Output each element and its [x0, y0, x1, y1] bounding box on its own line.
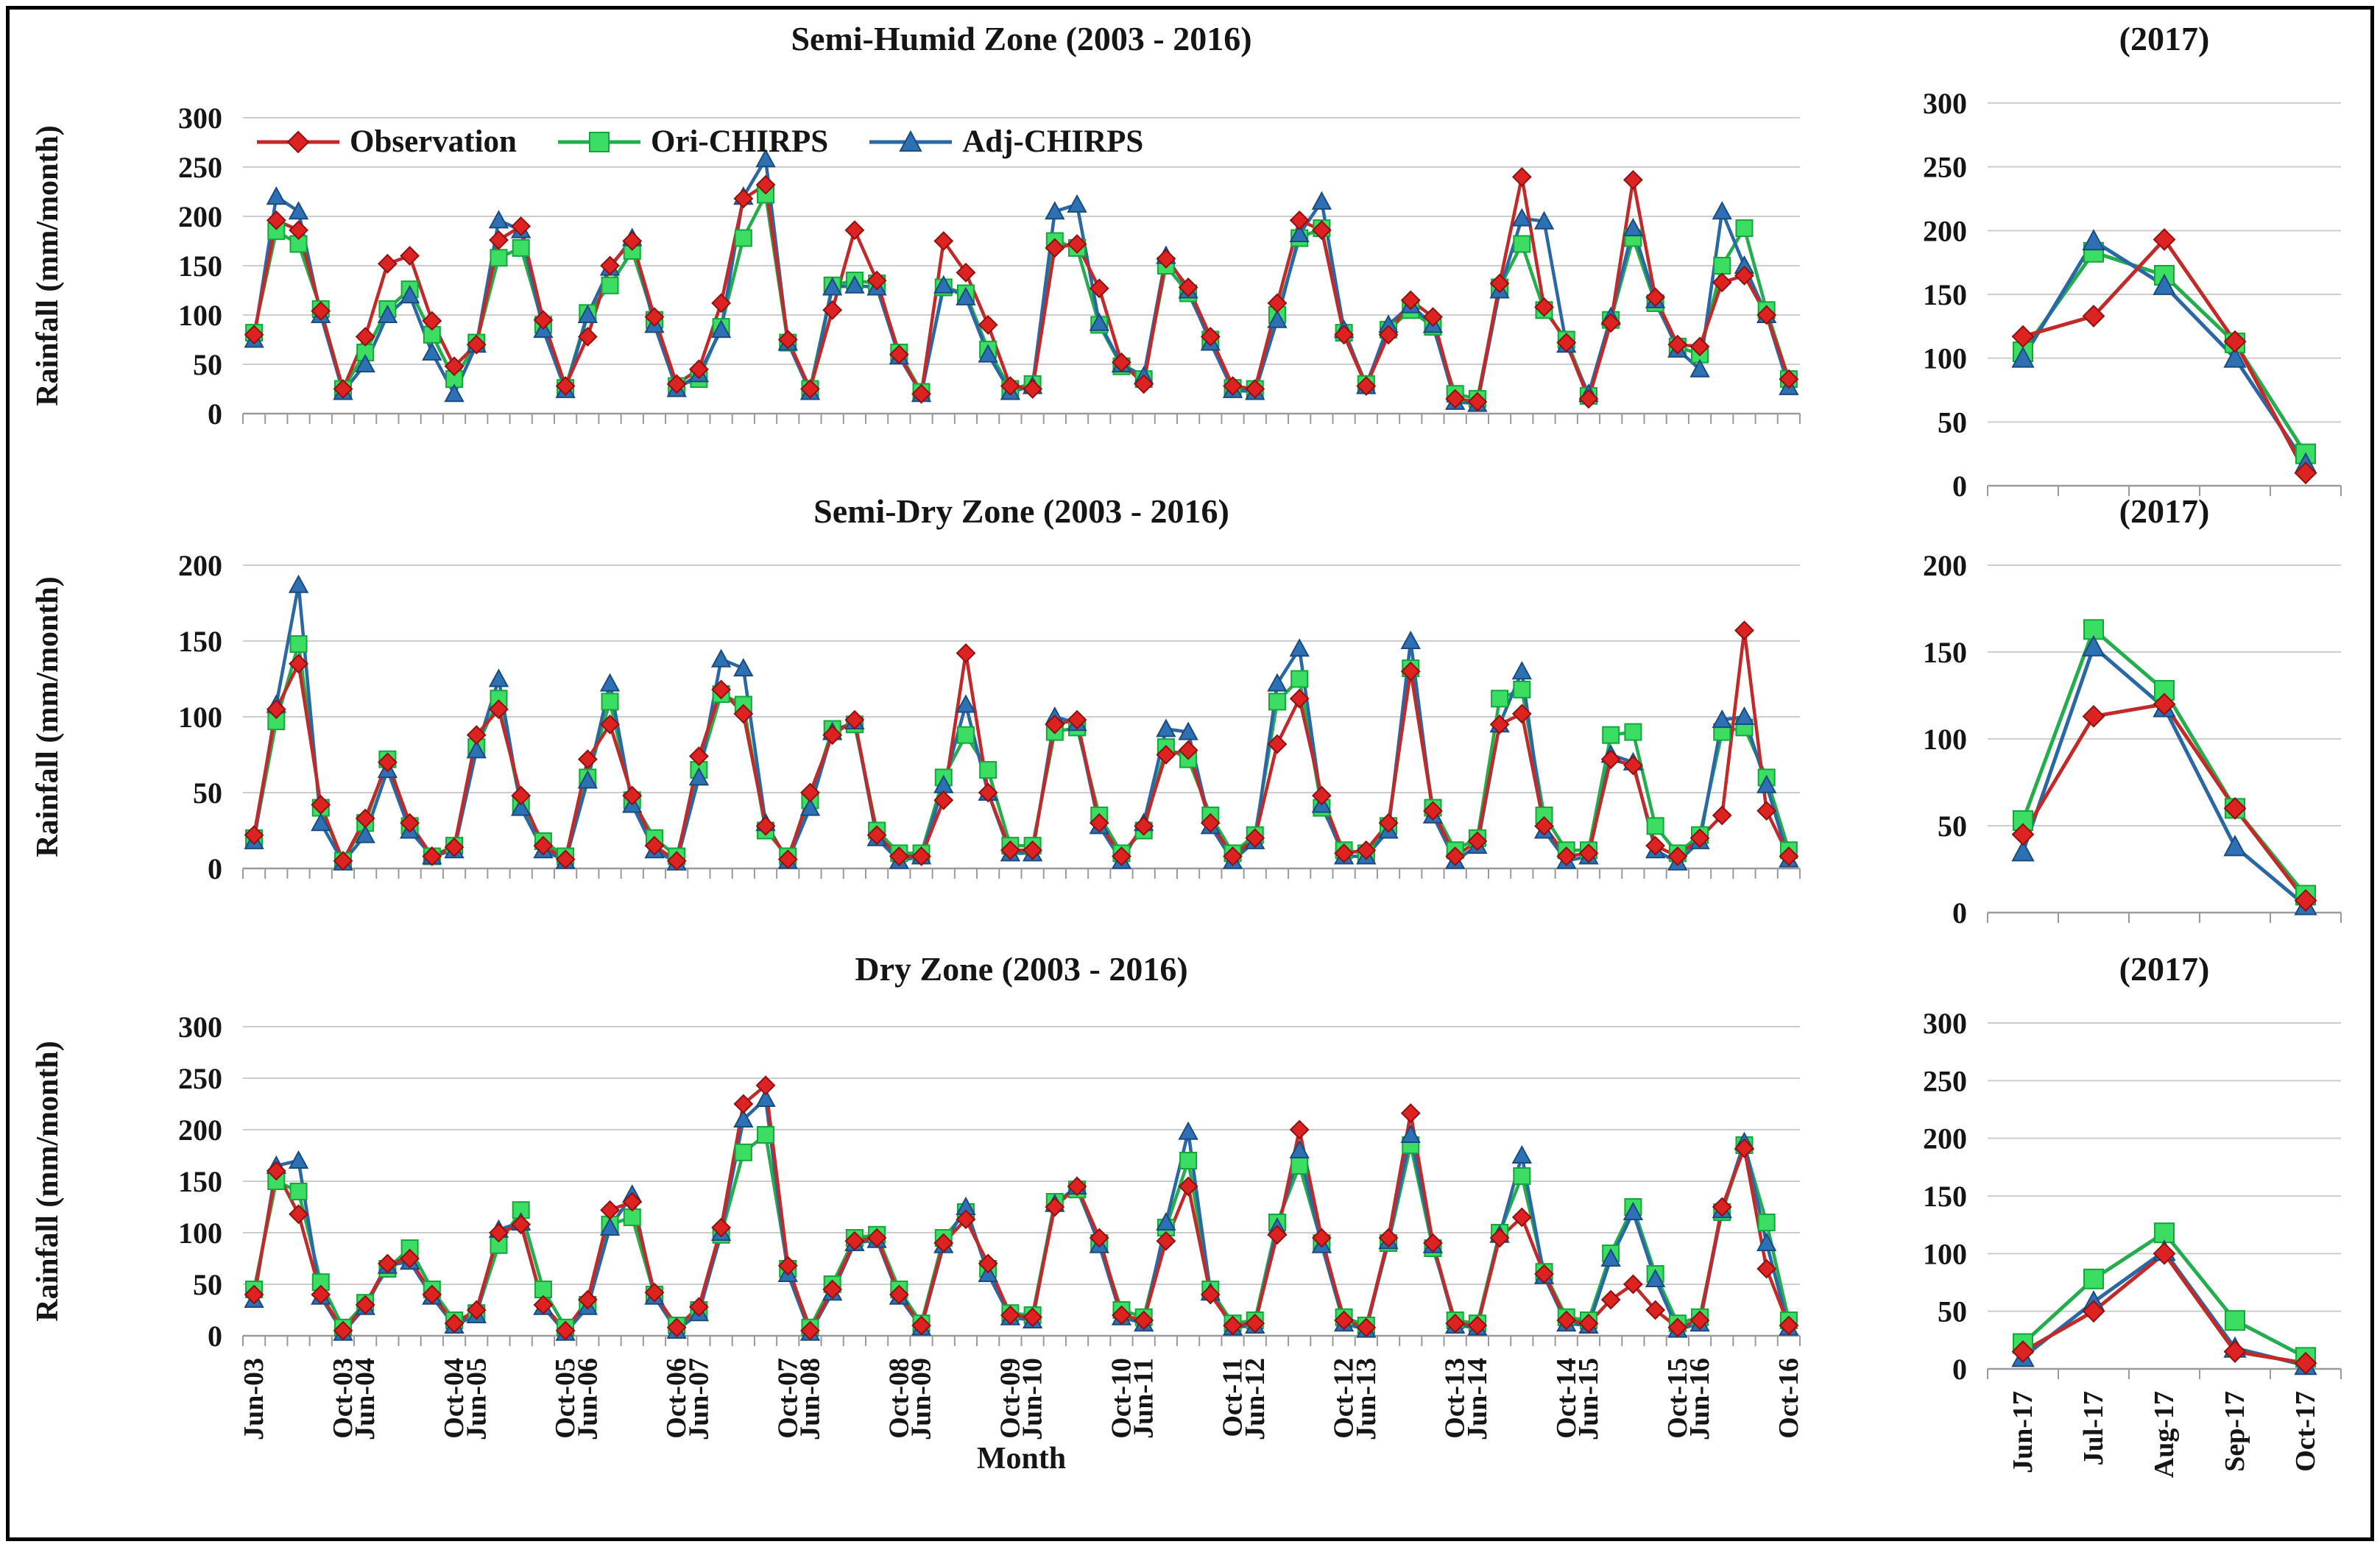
legend-label-observation: Observation [350, 124, 517, 159]
svg-text:0: 0 [1952, 470, 1967, 503]
svg-text:Jun-08: Jun-08 [794, 1358, 825, 1440]
svg-text:Oct-08: Oct-08 [883, 1358, 914, 1439]
svg-text:200: 200 [1923, 214, 1967, 247]
svg-text:200: 200 [178, 549, 222, 582]
svg-text:50: 50 [193, 776, 222, 810]
svg-text:100: 100 [1923, 1237, 1967, 1270]
svg-text:0: 0 [208, 1320, 222, 1353]
svg-text:Jun-14: Jun-14 [1462, 1358, 1493, 1440]
svg-text:100: 100 [178, 1217, 222, 1250]
svg-text:200: 200 [1923, 1122, 1967, 1155]
svg-text:Jun-17: Jun-17 [2008, 1391, 2038, 1473]
legend-item-ori-chirps: Ori-CHIRPS [555, 124, 828, 160]
panel-title-dry-2017: (2017) [2119, 950, 2210, 988]
svg-text:Jun-12: Jun-12 [1240, 1358, 1271, 1440]
svg-text:Jun-04: Jun-04 [350, 1358, 381, 1440]
svg-text:50: 50 [1938, 1295, 1967, 1328]
svg-text:Jun-03: Jun-03 [239, 1358, 269, 1440]
svg-text:Jun-09: Jun-09 [906, 1358, 937, 1440]
svg-text:Oct-04: Oct-04 [439, 1358, 470, 1439]
svg-text:200: 200 [178, 200, 222, 233]
svg-text:200: 200 [1923, 549, 1967, 582]
svg-text:Oct-07: Oct-07 [772, 1358, 803, 1439]
legend-label-adj-chirps: Adj-CHIRPS [962, 124, 1144, 159]
svg-text:0: 0 [208, 852, 222, 885]
svg-text:Jun-05: Jun-05 [461, 1358, 492, 1440]
svg-text:50: 50 [193, 348, 222, 381]
svg-text:Aug-17: Aug-17 [2149, 1391, 2180, 1478]
svg-text:150: 150 [178, 625, 222, 658]
svg-text:150: 150 [178, 1165, 222, 1198]
panel-title-dry-main: Dry Zone (2003 - 2016) [855, 950, 1188, 988]
svg-text:Oct-09: Oct-09 [995, 1358, 1025, 1439]
svg-text:300: 300 [178, 1010, 222, 1044]
panel-title-semi-dry-main: Semi-Dry Zone (2003 - 2016) [813, 492, 1229, 530]
svg-text:0: 0 [1952, 1353, 1967, 1386]
svg-text:Oct-10: Oct-10 [1106, 1358, 1137, 1439]
legend-item-observation: Observation [254, 124, 517, 160]
legend: Observation Ori-CHIRPS Adj-CHIRPS [254, 124, 1143, 160]
svg-text:Oct-06: Oct-06 [661, 1358, 692, 1439]
svg-text:300: 300 [178, 102, 222, 135]
svg-text:Jun-06: Jun-06 [572, 1358, 603, 1440]
svg-text:250: 250 [1923, 151, 1967, 184]
ori-chirps-square-icon [557, 131, 640, 152]
svg-text:Jun-11: Jun-11 [1129, 1358, 1159, 1439]
svg-text:Oct-11: Oct-11 [1218, 1358, 1249, 1437]
svg-text:Jun-10: Jun-10 [1017, 1358, 1048, 1440]
observation-diamond-icon [257, 130, 339, 153]
svg-text:100: 100 [1923, 723, 1967, 756]
svg-text:150: 150 [1923, 278, 1967, 311]
svg-text:250: 250 [178, 151, 222, 184]
legend-label-ori-chirps: Ori-CHIRPS [650, 124, 829, 159]
svg-text:Jun-16: Jun-16 [1684, 1358, 1715, 1440]
legend-item-adj-chirps: Adj-CHIRPS [866, 124, 1143, 160]
svg-text:Sep-17: Sep-17 [2220, 1391, 2250, 1472]
svg-text:100: 100 [178, 299, 222, 332]
svg-text:150: 150 [1923, 1180, 1967, 1213]
svg-text:300: 300 [1923, 1007, 1967, 1040]
svg-text:150: 150 [1923, 636, 1967, 669]
svg-text:200: 200 [178, 1114, 222, 1147]
svg-text:Oct-17: Oct-17 [2290, 1391, 2321, 1472]
svg-text:Jul-17: Jul-17 [2078, 1391, 2109, 1465]
svg-text:Oct-14: Oct-14 [1551, 1358, 1582, 1439]
figure-border [6, 6, 2374, 1541]
panel-title-semi-humid-2017: (2017) [2119, 20, 2210, 57]
svg-text:0: 0 [1952, 896, 1967, 930]
svg-text:250: 250 [178, 1062, 222, 1095]
svg-text:100: 100 [178, 701, 222, 734]
svg-text:250: 250 [1923, 1064, 1967, 1097]
svg-text:Oct-05: Oct-05 [550, 1358, 581, 1439]
panel-title-semi-humid-main: Semi-Humid Zone (2003 - 2016) [791, 20, 1252, 57]
panel-title-semi-dry-2017: (2017) [2119, 492, 2210, 530]
svg-text:Oct-12: Oct-12 [1329, 1358, 1360, 1439]
svg-text:300: 300 [1923, 87, 1967, 120]
svg-text:Oct-13: Oct-13 [1440, 1358, 1471, 1439]
svg-text:50: 50 [193, 1268, 222, 1301]
x-axis-label-month: Month [976, 1442, 1067, 1476]
svg-text:Oct-03: Oct-03 [328, 1358, 359, 1439]
svg-text:50: 50 [1938, 406, 1967, 439]
svg-text:Jun-07: Jun-07 [683, 1358, 714, 1440]
svg-text:50: 50 [1938, 810, 1967, 843]
svg-text:Oct-16: Oct-16 [1773, 1358, 1804, 1439]
svg-text:150: 150 [178, 249, 222, 283]
svg-text:0: 0 [208, 397, 222, 431]
adj-chirps-triangle-icon [869, 130, 953, 152]
svg-text:Jun-15: Jun-15 [1573, 1358, 1604, 1440]
svg-text:Jun-13: Jun-13 [1351, 1358, 1382, 1440]
svg-text:Oct-15: Oct-15 [1662, 1358, 1693, 1439]
svg-text:100: 100 [1923, 342, 1967, 375]
